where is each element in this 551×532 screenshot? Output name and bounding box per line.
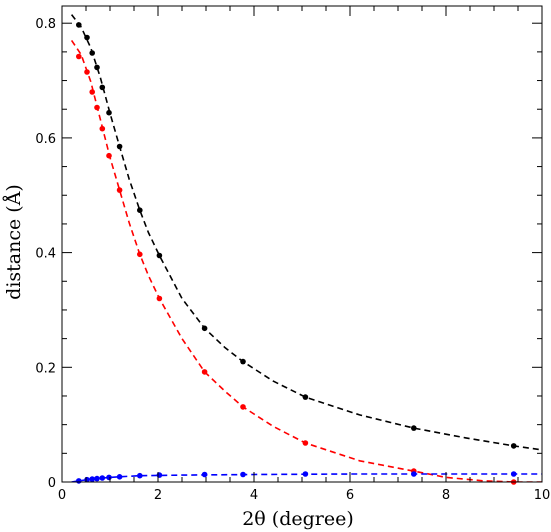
y-tick-label: 0.6	[35, 132, 56, 147]
data-point-blue-10	[240, 471, 246, 478]
data-point-black-5	[106, 109, 112, 116]
fit-curve-red	[70, 39, 542, 482]
x-tick-label: 2	[154, 488, 162, 503]
data-point-blue-12	[411, 471, 417, 477]
data-point-red-1	[84, 69, 90, 75]
y-tick-label: 0.4	[35, 247, 56, 262]
data-point-black-2	[89, 50, 95, 56]
y-tick-label: 0	[48, 476, 56, 491]
data-point-black-6	[116, 143, 123, 150]
data-point-blue-6	[116, 474, 123, 480]
data-point-blue-7	[137, 472, 143, 479]
data-point-red-0	[76, 53, 82, 60]
axes-layer: 0 2 4 6 8 10 0 0.2 0.4 0.6 0.8	[35, 5, 551, 503]
data-point-black-3	[94, 64, 100, 71]
fit-curve-black	[70, 14, 542, 451]
data-point-red-4	[99, 125, 106, 132]
data-point-blue-3	[94, 475, 100, 482]
data-point-red-6	[116, 187, 123, 193]
x-axis-label: 2θ (degree)	[242, 508, 354, 530]
data-point-red-11	[302, 440, 309, 446]
data-point-black-7	[137, 207, 143, 213]
fit-curves-layer	[70, 14, 542, 482]
x-tick-label: 8	[442, 488, 450, 503]
data-point-blue-5	[106, 474, 112, 481]
data-point-blue-8	[156, 472, 163, 478]
x-tick-label: 10	[534, 488, 551, 503]
data-points-layer	[76, 22, 517, 485]
data-point-blue-2	[89, 476, 95, 482]
data-point-blue-9	[201, 471, 208, 478]
data-point-red-10	[240, 404, 246, 410]
x-tick-label: 0	[58, 488, 66, 503]
x-tick-label: 6	[346, 488, 354, 503]
data-point-red-5	[106, 152, 112, 159]
data-point-black-0	[76, 22, 82, 28]
y-axis-label: distance (Å)	[3, 184, 25, 300]
data-point-blue-0	[76, 478, 82, 484]
y-tick-label: 0.8	[35, 17, 56, 32]
data-point-red-2	[89, 89, 95, 95]
data-point-black-10	[240, 358, 246, 365]
data-point-black-1	[84, 34, 90, 41]
data-point-blue-4	[99, 475, 106, 481]
data-point-red-9	[201, 369, 208, 375]
data-point-blue-13	[510, 471, 517, 477]
data-point-black-13	[510, 443, 517, 449]
data-point-black-4	[99, 84, 106, 91]
data-point-red-7	[137, 251, 143, 258]
data-point-black-11	[302, 394, 309, 400]
y-tick-label: 0.2	[35, 361, 56, 376]
data-point-black-8	[156, 252, 163, 259]
data-point-red-3	[94, 104, 100, 111]
data-point-black-12	[411, 425, 417, 431]
data-point-blue-11	[302, 471, 309, 477]
data-point-black-9	[201, 325, 208, 332]
data-point-red-8	[156, 295, 163, 302]
plot-frame	[61, 5, 543, 483]
x-tick-label: 4	[250, 488, 258, 503]
